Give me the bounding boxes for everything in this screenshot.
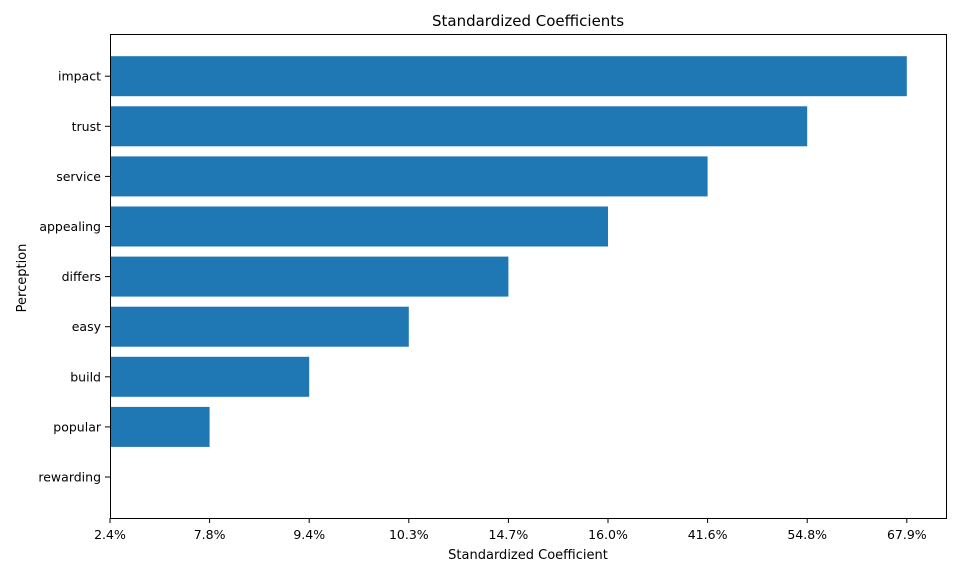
x-tick-label: 54.8% — [787, 527, 827, 542]
bar-easy — [110, 306, 409, 347]
x-tick-label: 2.4% — [94, 527, 126, 542]
x-axis-label: Standardized Coefficient — [448, 548, 608, 563]
bar-appealing — [110, 206, 608, 247]
x-tick-label: 10.3% — [389, 527, 429, 542]
x-tick-label: 9.4% — [293, 527, 325, 542]
y-tick-label: service — [56, 169, 101, 184]
bar-build — [110, 356, 310, 397]
x-axis: 2.4% 7.8% 9.4% 10.3% 14.7% 16.0% 41.6% 54.8% 67.… — [94, 518, 927, 542]
y-tick-label: rewarding — [38, 470, 101, 485]
y-tick-label: easy — [72, 319, 102, 334]
x-tick-label: 67.9% — [887, 527, 927, 542]
y-tick-label: trust — [72, 119, 101, 134]
bar-service — [110, 156, 708, 197]
y-axis: rewarding popular build easy differs appealin… — [38, 69, 110, 485]
y-tick-label: impact — [58, 69, 101, 84]
y-tick-label: appealing — [39, 219, 101, 234]
bar-impact — [110, 56, 907, 97]
bar-popular — [110, 406, 210, 447]
x-tick-label: 41.6% — [688, 527, 728, 542]
bars — [110, 56, 907, 447]
y-axis-label: Perception — [15, 244, 30, 313]
x-tick-label: 7.8% — [194, 527, 226, 542]
y-tick-label: build — [70, 369, 101, 384]
bar-differs — [110, 256, 509, 297]
y-tick-label: popular — [53, 419, 102, 434]
plot-frame — [110, 34, 947, 519]
x-tick-label: 16.0% — [588, 527, 628, 542]
chart-title: Standardized Coefficients — [432, 12, 624, 30]
y-tick-label: differs — [62, 269, 101, 284]
x-tick-label: 14.7% — [489, 527, 529, 542]
bar-trust — [110, 106, 808, 147]
